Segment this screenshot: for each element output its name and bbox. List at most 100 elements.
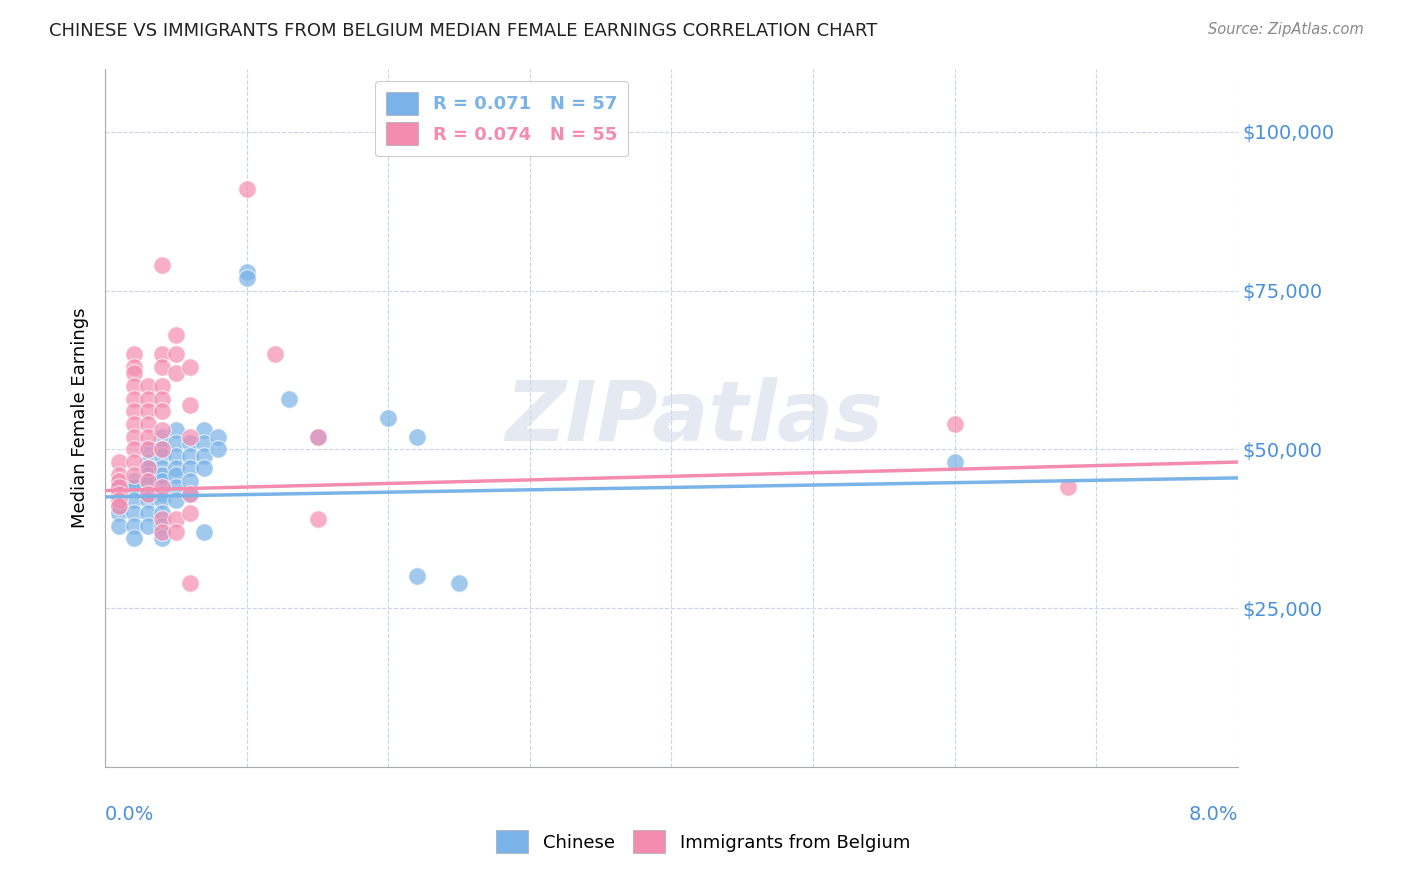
Point: [179, 461, 201, 475]
Point: [179, 398, 201, 412]
Y-axis label: Median Female Earnings: Median Female Earnings: [72, 308, 89, 528]
Point: [179, 436, 201, 450]
Point: [193, 436, 215, 450]
Point: [122, 359, 145, 374]
Point: [122, 531, 145, 545]
Point: [165, 524, 187, 539]
Point: [179, 575, 201, 590]
Point: [150, 518, 173, 533]
Text: ZIPatlas: ZIPatlas: [505, 377, 883, 458]
Point: [136, 493, 159, 508]
Point: [150, 258, 173, 272]
Point: [108, 487, 131, 501]
Point: [122, 417, 145, 431]
Legend: R = 0.071   N = 57, R = 0.074   N = 55: R = 0.071 N = 57, R = 0.074 N = 55: [375, 81, 628, 156]
Point: [136, 430, 159, 444]
Point: [264, 347, 287, 361]
Point: [179, 487, 201, 501]
Point: [236, 271, 259, 285]
Point: [122, 455, 145, 469]
Point: [193, 461, 215, 475]
Point: [236, 182, 259, 196]
Point: [122, 493, 145, 508]
Point: [108, 493, 131, 508]
Point: [150, 506, 173, 520]
Point: [150, 442, 173, 457]
Point: [943, 417, 966, 431]
Point: [165, 467, 187, 482]
Point: [150, 430, 173, 444]
Text: Source: ZipAtlas.com: Source: ZipAtlas.com: [1208, 22, 1364, 37]
Point: [108, 480, 131, 494]
Text: CHINESE VS IMMIGRANTS FROM BELGIUM MEDIAN FEMALE EARNINGS CORRELATION CHART: CHINESE VS IMMIGRANTS FROM BELGIUM MEDIA…: [49, 22, 877, 40]
Point: [150, 379, 173, 393]
Point: [122, 442, 145, 457]
Point: [136, 404, 159, 418]
Point: [108, 474, 131, 488]
Point: [165, 449, 187, 463]
Point: [136, 487, 159, 501]
Point: [122, 518, 145, 533]
Point: [165, 512, 187, 526]
Point: [150, 423, 173, 437]
Point: [108, 467, 131, 482]
Point: [150, 347, 173, 361]
Point: [136, 461, 159, 475]
Point: [136, 506, 159, 520]
Point: [150, 404, 173, 418]
Point: [193, 524, 215, 539]
Point: [122, 379, 145, 393]
Point: [179, 506, 201, 520]
Point: [165, 347, 187, 361]
Point: [236, 265, 259, 279]
Point: [193, 423, 215, 437]
Point: [108, 455, 131, 469]
Point: [122, 474, 145, 488]
Point: [122, 506, 145, 520]
Point: [150, 467, 173, 482]
Point: [179, 430, 201, 444]
Point: [307, 430, 329, 444]
Point: [150, 449, 173, 463]
Point: [165, 436, 187, 450]
Point: [136, 474, 159, 488]
Point: [150, 512, 173, 526]
Point: [193, 449, 215, 463]
Point: [122, 404, 145, 418]
Point: [108, 500, 131, 514]
Point: [165, 480, 187, 494]
Point: [307, 430, 329, 444]
Point: [108, 500, 131, 514]
Point: [165, 423, 187, 437]
Point: [136, 442, 159, 457]
Point: [207, 442, 229, 457]
Point: [136, 487, 159, 501]
Text: 8.0%: 8.0%: [1188, 805, 1237, 824]
Point: [165, 493, 187, 508]
Point: [405, 430, 427, 444]
Point: [179, 487, 201, 501]
Point: [136, 518, 159, 533]
Point: [150, 461, 173, 475]
Point: [307, 512, 329, 526]
Point: [136, 474, 159, 488]
Legend: Chinese, Immigrants from Belgium: Chinese, Immigrants from Belgium: [489, 823, 917, 861]
Point: [150, 487, 173, 501]
Point: [377, 410, 399, 425]
Point: [179, 359, 201, 374]
Point: [943, 455, 966, 469]
Point: [449, 575, 471, 590]
Point: [122, 467, 145, 482]
Point: [136, 417, 159, 431]
Point: [165, 366, 187, 380]
Point: [122, 392, 145, 406]
Point: [150, 493, 173, 508]
Point: [150, 474, 173, 488]
Point: [108, 480, 131, 494]
Point: [108, 506, 131, 520]
Point: [136, 461, 159, 475]
Point: [108, 518, 131, 533]
Point: [150, 442, 173, 457]
Point: [122, 480, 145, 494]
Point: [136, 467, 159, 482]
